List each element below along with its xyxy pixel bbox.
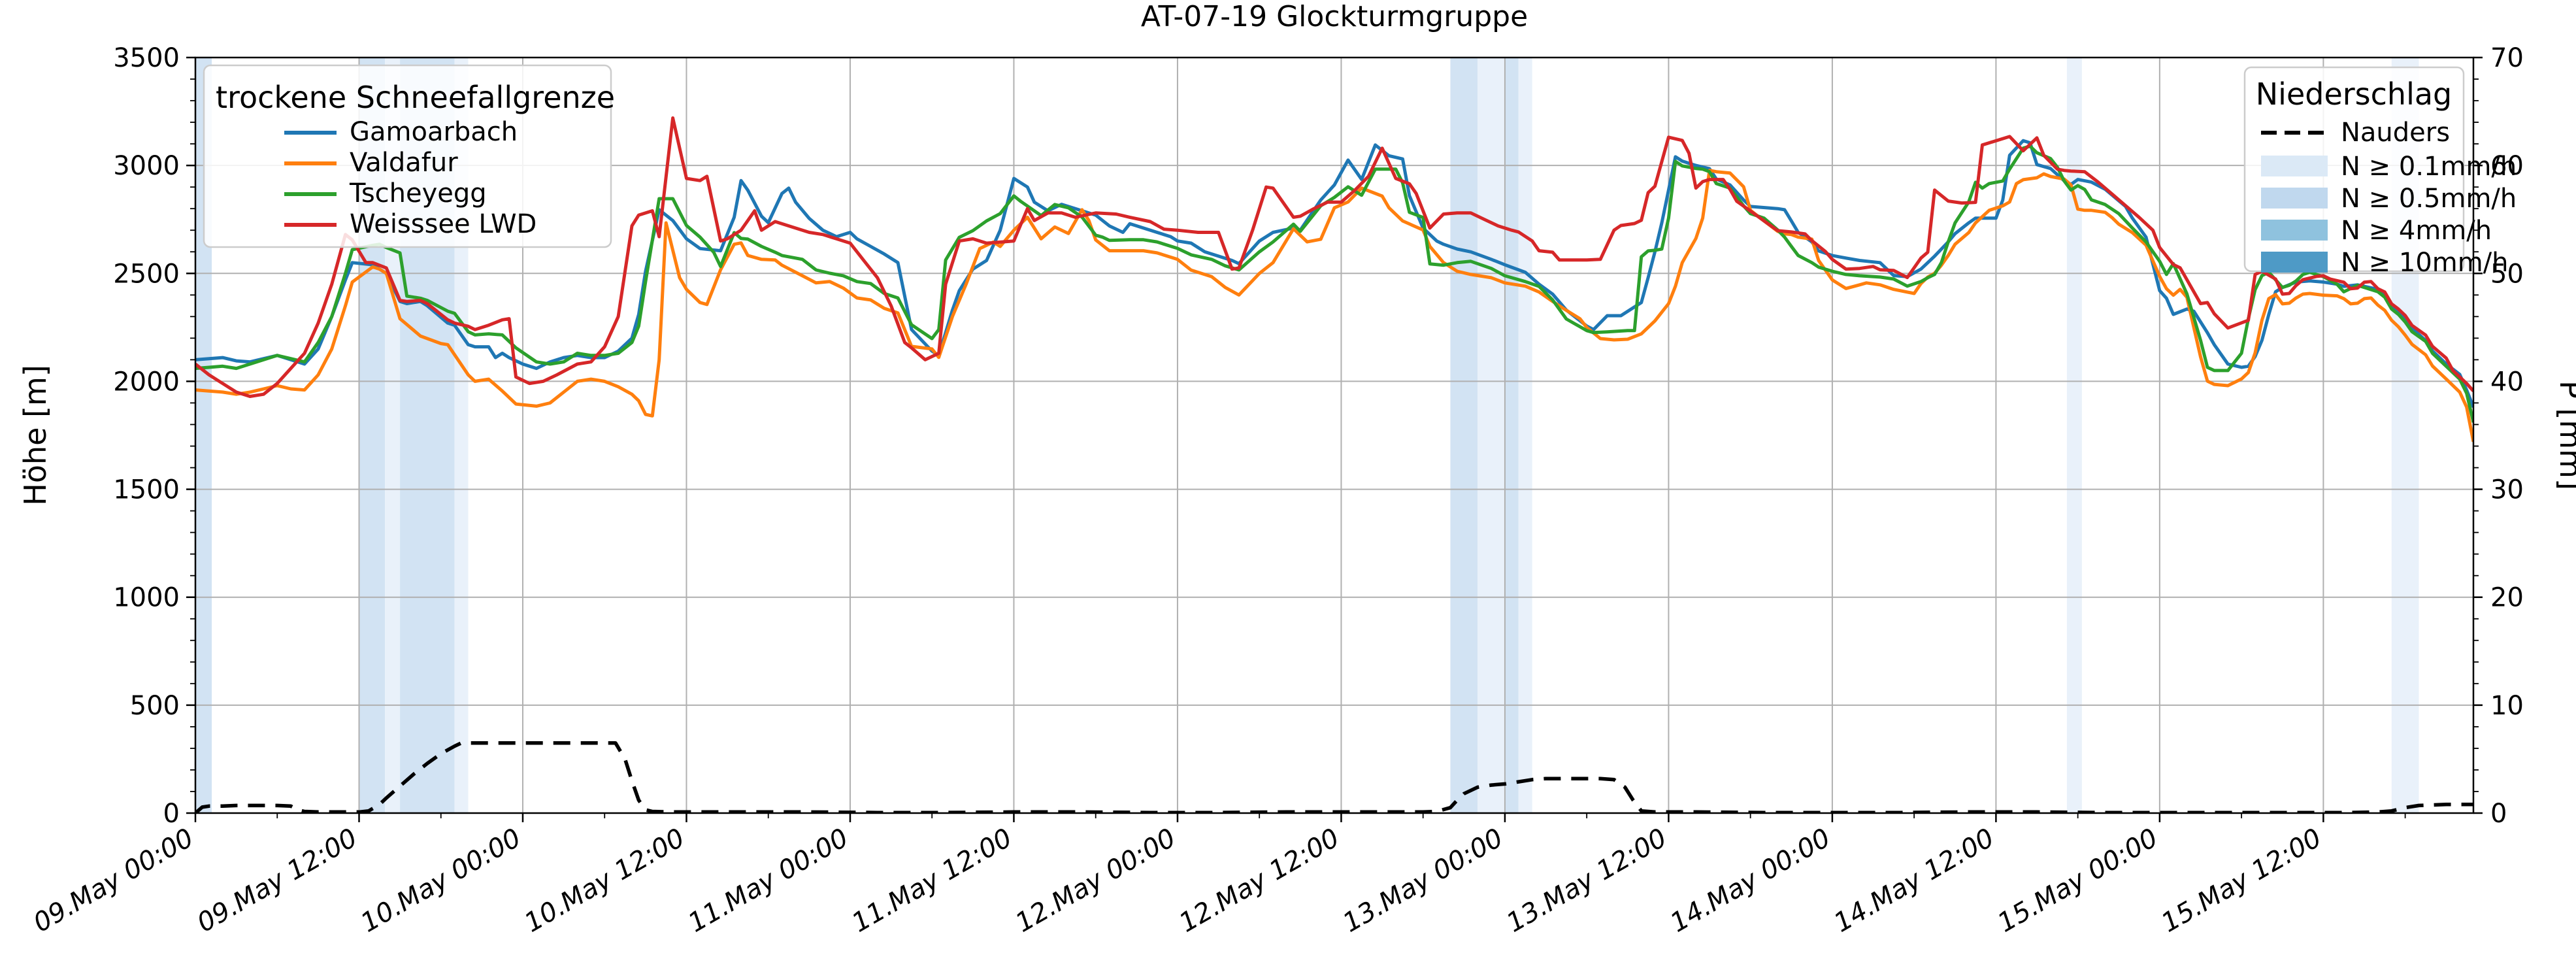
y-left-tick-label: 2500 [113,259,180,289]
precip-band [1450,58,1478,813]
y-right-tick-label: 70 [2490,43,2524,73]
x-tick-label: 15.May 12:00 [2156,823,2327,939]
legend-label-nauders: Nauders [2341,118,2450,148]
x-tick-label: 09.May 12:00 [192,823,363,939]
y-left-tick-label: 0 [163,799,180,829]
legend-label-band-3: N ≥ 10mm/h [2341,248,2509,278]
data-series [195,116,2473,813]
y-right-tick-label: 60 [2490,151,2524,181]
precip-band [1504,58,1519,813]
precip-band [1518,58,1532,813]
series-valdafur [195,169,2473,442]
precip-band [2066,58,2082,813]
legend-precip-title: Niederschlag [2256,76,2452,112]
x-tick-label: 09.May 00:00 [28,823,199,939]
y-left-tick-label: 3000 [113,151,180,181]
y-right-tick-label: 20 [2490,583,2524,613]
x-tick-label: 11.May 12:00 [847,823,1017,939]
x-tick-label: 13.May 12:00 [1502,823,1672,939]
y-left-tick-label: 500 [130,691,180,721]
plot-border [194,56,2475,814]
y-right-tick-label: 10 [2490,691,2524,721]
legend-label-tscheyegg: Tscheyegg [349,178,487,209]
x-tick-label: 12.May 00:00 [1010,823,1181,939]
legend-swatch-1 [2261,188,2328,209]
legend-label-weisssee-lwd: Weisssee LWD [350,209,537,239]
y-left-tick-label: 1500 [113,475,180,505]
legend-snowfall-title: trockene Schneefallgrenze [216,80,615,115]
series-nauders [195,741,2473,813]
y-right-tick-label: 40 [2490,367,2524,397]
x-tick-label: 14.May 00:00 [1665,823,1836,939]
legend-precip: Niederschlag Nauders N ≥ 0.1mm/hN ≥ 0.5mm… [2243,66,2517,278]
x-tick-label: 13.May 00:00 [1338,823,1508,939]
x-tick-label: 10.May 00:00 [355,823,526,939]
legend-label-band-2: N ≥ 4mm/h [2341,216,2492,246]
series-weisssee-lwd [195,116,2473,398]
legend-snowfall-box [203,64,612,248]
y-right-tick-label: 0 [2490,799,2507,829]
y-right-axis-label: P [mm] [2553,380,2576,490]
legend-swatch-3 [2261,252,2328,273]
x-tick-label: 11.May 00:00 [683,823,853,939]
x-tick-label: 14.May 12:00 [1829,823,2000,939]
legend-snowfall: trockene Schneefallgrenze GamoarbachVald… [203,64,615,248]
x-tick-label: 12.May 12:00 [1174,823,1345,939]
y-left-tick-label: 3500 [113,43,180,73]
x-tick-label: 10.May 12:00 [520,823,690,939]
legend-label-band-1: N ≥ 0.5mm/h [2341,184,2517,214]
legend-label-band-0: N ≥ 0.1mm/h [2341,152,2517,182]
series-tscheyegg [195,144,2473,423]
x-tick-label: 15.May 00:00 [1992,823,2163,939]
legend-swatch-2 [2261,220,2328,241]
y-left-axis-label: Höhe [m] [18,365,53,506]
legend-swatch-0 [2261,156,2328,176]
y-right-tick-label: 50 [2490,259,2524,289]
y-left-tick-label: 2000 [113,367,180,397]
legend-label-valdafur: Valdafur [350,148,458,178]
legend-label-gamoarbach: Gamoarbach [350,117,518,147]
axis-ticks [186,56,2483,822]
y-right-tick-label: 30 [2490,475,2524,505]
chart-title: AT-07-19 Glockturmgruppe [1141,0,1528,33]
y-left-tick-label: 1000 [113,583,180,613]
precip-band [1478,58,1505,813]
